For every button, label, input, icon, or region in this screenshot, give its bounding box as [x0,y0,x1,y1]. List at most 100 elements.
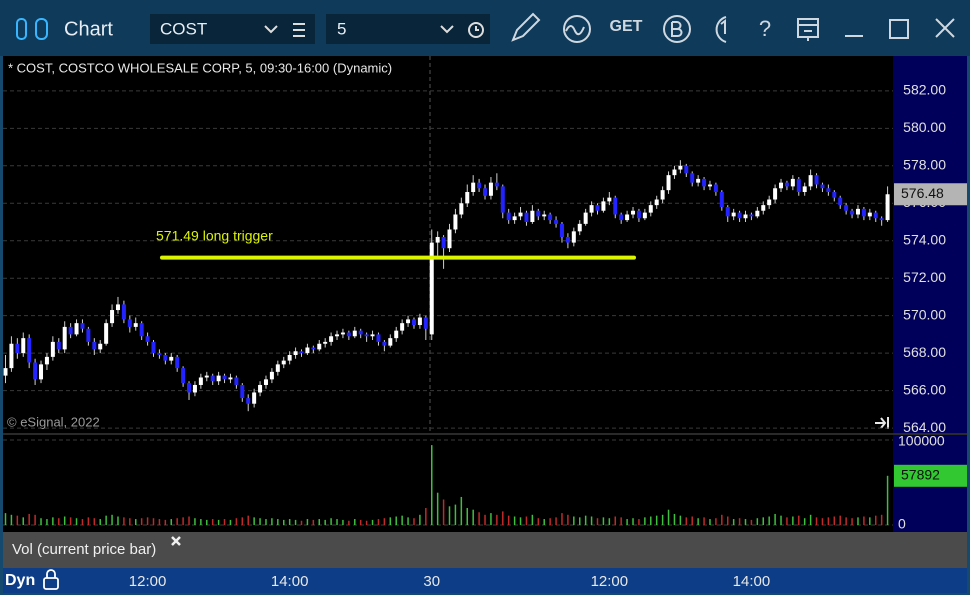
candle-body [21,338,26,354]
candle-body [33,362,38,380]
x-tick-label: 12:00 [129,573,167,590]
layout-button[interactable] [797,18,819,41]
candle-body [684,165,689,174]
candle-body [50,341,55,357]
candle-body [613,197,618,215]
candle-body [488,182,493,196]
y-tick-label: 568.00 [903,344,946,360]
symbol-list-button[interactable] [293,23,305,37]
candle-body [269,371,274,380]
candle-body [62,326,67,350]
candle-body [435,236,440,243]
candle-body [151,341,156,354]
candle-body [873,212,878,219]
time-button[interactable] [468,22,484,38]
candle-body [571,231,576,243]
candle-body [376,334,381,342]
candle-body [204,375,209,378]
candle-body [879,218,884,221]
candle-body [719,192,724,207]
candle-body [595,205,600,211]
symbol-box[interactable] [150,14,315,44]
candle-body [364,334,369,337]
get-button[interactable]: GET [610,18,643,35]
study-legend-bar [3,532,967,568]
candle-body [761,205,766,211]
x-tick-label: 30 [423,573,440,590]
interval-dropdown[interactable] [440,25,454,34]
interval-box[interactable] [326,14,490,44]
window-icon[interactable] [16,18,48,40]
candle-body [15,343,20,354]
candle-body [802,186,807,193]
price-axis [893,56,967,433]
help-button[interactable]: ? [759,16,771,41]
candle-body [340,332,345,335]
draw-tool-button[interactable] [511,12,541,42]
candle-body [524,212,529,222]
window-title: Chart [64,18,113,40]
b-button[interactable] [663,15,691,43]
study-button[interactable] [563,15,591,43]
candle-body [559,223,564,237]
close-button[interactable] [935,18,955,38]
symbol-dropdown[interactable] [264,25,278,34]
candle-body [133,323,138,327]
symbol-input[interactable]: COST [160,19,207,38]
candle-body [222,375,227,380]
candle-body [346,332,351,337]
candle-body [767,199,772,206]
candle-body [530,210,535,222]
candle-body [181,368,186,384]
candle-body [104,323,109,344]
candle-body [790,178,795,187]
candle-body [631,210,636,215]
candle-body [814,175,819,185]
candle-body [388,338,393,346]
candle-body [453,214,458,230]
last-price-label: 576.48 [901,185,944,201]
remove-study-button[interactable] [171,536,181,546]
candle-body [749,214,754,217]
maximize-button[interactable] [889,19,909,39]
candle-body [867,212,872,217]
candle-body [642,212,647,219]
candle-body [666,175,671,191]
interval-input[interactable]: 5 [337,19,346,38]
candle-body [601,201,606,211]
y-tick-label: 566.00 [903,381,946,397]
candle-body [702,178,707,187]
x-tick-label: 12:00 [591,573,629,590]
last-price-box [894,183,967,206]
volume-pane [3,435,893,532]
last-volume-label: 57892 [901,467,940,483]
candle-body [725,206,730,217]
candle-body [163,355,168,361]
candle-body [68,326,73,335]
candle-body [311,347,316,350]
candle-body [784,182,789,187]
candle-body [500,186,505,213]
lock-icon[interactable] [43,569,59,590]
candle-body [74,323,79,335]
scroll-to-end-button[interactable] [875,417,889,429]
clock-button[interactable] [715,16,727,43]
candle-body [731,212,736,217]
candle-body [145,336,150,342]
candle-body [56,341,61,350]
candle-body [127,319,132,327]
candle-body [855,208,860,215]
candle-body [115,304,120,311]
candle-body [98,343,103,350]
candle-body [808,175,813,187]
candle-body [169,356,174,361]
candle-body [518,212,523,217]
study-legend: Vol (current price bar) [12,541,156,558]
time-axis [3,568,967,593]
candle-body [885,194,890,221]
candle-body [305,347,310,354]
candle-body [565,236,570,243]
chart-title: * COST, COSTCO WHOLESALE CORP, 5, 09:30-… [8,60,392,75]
candle-body [329,336,334,342]
